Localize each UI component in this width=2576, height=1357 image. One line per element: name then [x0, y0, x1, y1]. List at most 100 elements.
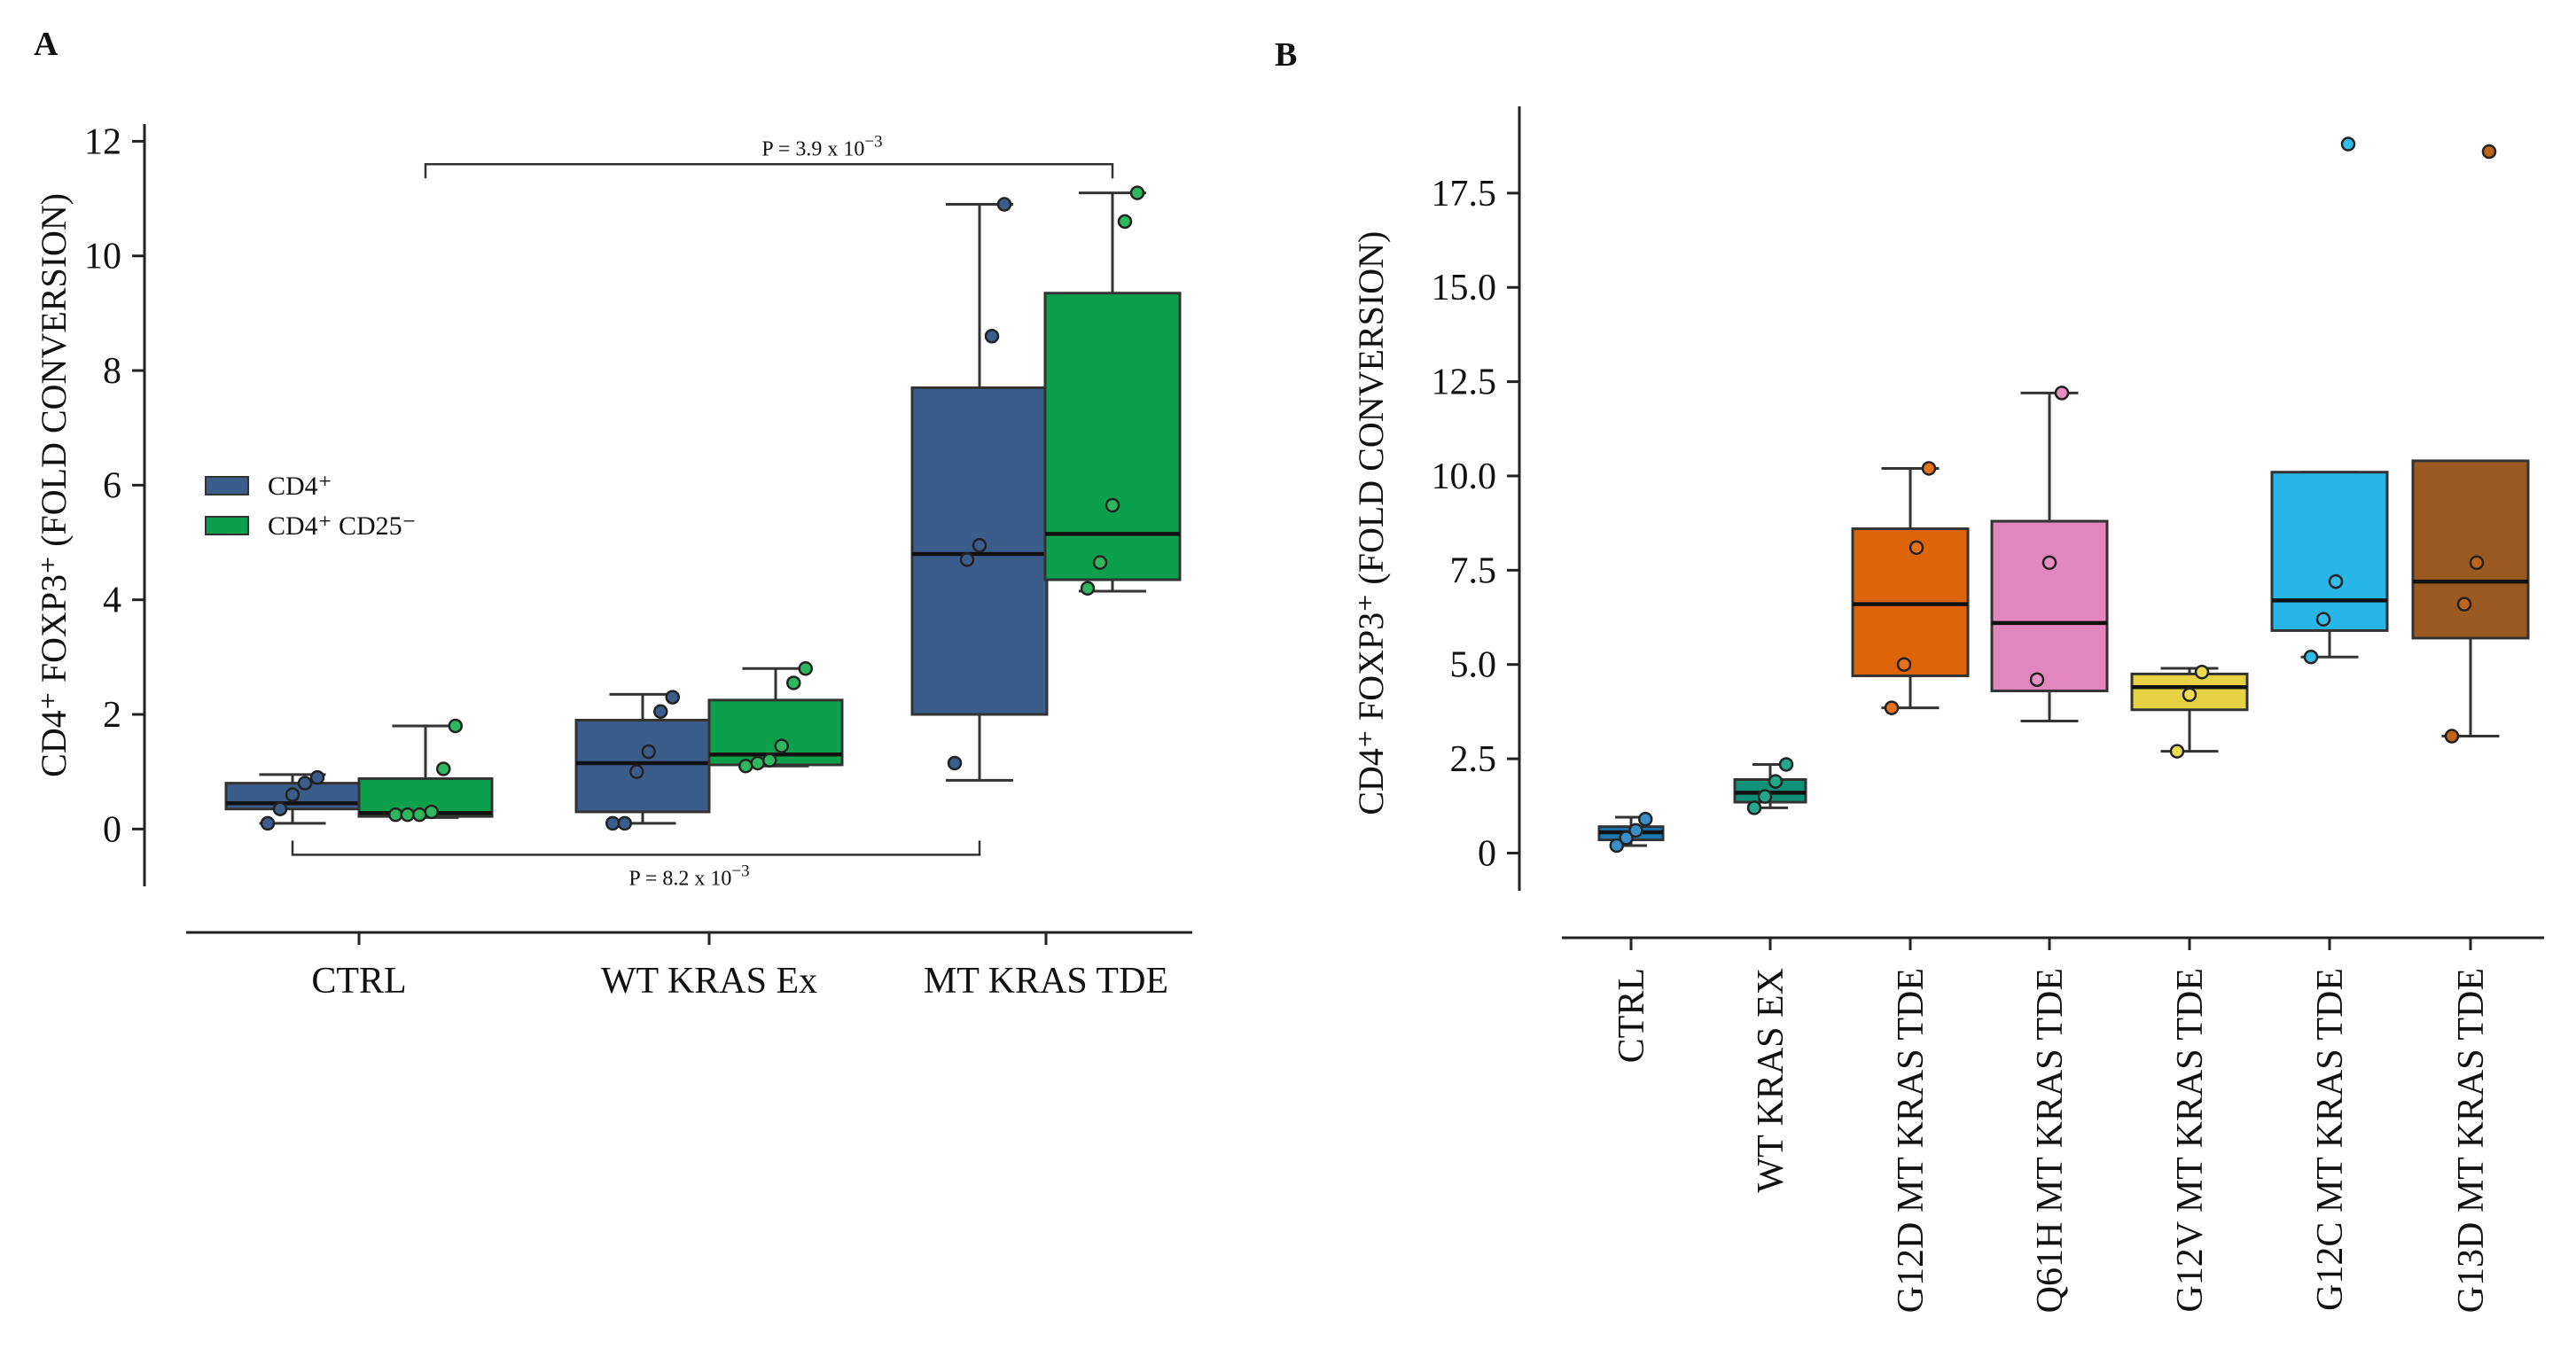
p-value-label: P = 3.9 x 10−3 — [761, 132, 882, 160]
cat1-point — [1757, 789, 1773, 804]
legend-swatch-0 — [205, 476, 249, 495]
series0-cat1-point — [653, 704, 668, 720]
y-axis-label: CD4⁺ FOXP3⁺ (FOLD CONVERSION) — [1351, 231, 1391, 815]
series0-cat1-box — [574, 718, 711, 814]
y-tick-label: 0 — [1478, 833, 1496, 874]
cat1-point — [1746, 800, 1762, 815]
cat0-point — [1637, 811, 1653, 827]
series0-cat0-point — [297, 776, 313, 791]
cat6-point — [2469, 555, 2485, 571]
series1-cat0-point — [412, 807, 427, 823]
cat0-point — [1619, 831, 1634, 846]
series0-cat2-point — [947, 755, 963, 771]
x-tick-label: WT KRAS EX — [1751, 968, 1791, 1193]
p-value-base: P = 3.9 x 10 — [761, 137, 864, 160]
cat5-point — [2303, 649, 2319, 665]
cat4-point — [2169, 744, 2185, 759]
series0-cat1-point — [605, 815, 621, 831]
y-tick-label: 7.5 — [1450, 550, 1497, 591]
series1-cat0-box — [357, 776, 494, 818]
series1-cat0-point — [436, 761, 451, 776]
cat2-point — [1896, 657, 1912, 672]
cat5-box — [2270, 471, 2389, 632]
y-tick-label: 15.0 — [1432, 268, 1497, 308]
series0-cat1-point — [617, 815, 632, 831]
legend-label-1: CD4⁺ CD25⁻ — [268, 511, 417, 541]
panel-b-label: B — [1275, 36, 1297, 74]
series1-cat2-point — [1129, 185, 1145, 200]
series1-cat1-point — [738, 758, 753, 774]
cat1-point — [1778, 757, 1794, 772]
legend-swatch-1 — [205, 516, 249, 535]
series1-cat1-point — [762, 753, 777, 768]
series1-cat2-point — [1080, 581, 1096, 597]
y-tick-label: 17.5 — [1432, 174, 1497, 214]
p-value-exponent: −3 — [731, 862, 749, 880]
series0-cat1-point — [665, 690, 680, 705]
series1-cat1-point — [774, 738, 789, 753]
series1-cat0-point — [400, 807, 415, 823]
panel-a-label: A — [34, 26, 59, 63]
y-tick-label: 10.0 — [1432, 456, 1497, 497]
y-tick-label: 0 — [103, 809, 121, 850]
p-value-label: P = 8.2 x 10−3 — [628, 862, 749, 890]
cat3-point — [2054, 386, 2070, 401]
x-tick-label: G12V MT KRAS TDE — [2170, 968, 2211, 1313]
significance-bracket — [291, 840, 981, 856]
cat4-point — [2194, 664, 2210, 680]
y-tick-label: 6 — [103, 465, 121, 506]
series0-cat1-point — [629, 764, 644, 779]
cat6-point — [2481, 144, 2497, 160]
series0-cat2-point — [984, 328, 1000, 344]
cat5-point — [2315, 612, 2331, 627]
series0-cat0-point — [285, 787, 301, 802]
significance-bracket — [424, 163, 1114, 179]
y-tick-label: 2.5 — [1450, 739, 1497, 780]
series1-cat0-point — [448, 718, 463, 734]
x-tick-label: G12D MT KRAS TDE — [1891, 968, 1932, 1313]
cat3-point — [2041, 555, 2057, 571]
cat0-point — [1628, 823, 1643, 838]
series1-cat2-point — [1117, 214, 1133, 230]
y-tick-label: 2 — [103, 695, 121, 736]
x-tick-label: WT KRAS Ex — [601, 961, 817, 1002]
cat6-box — [2411, 459, 2530, 640]
x-tick-label: CTRL — [311, 961, 406, 1002]
series1-cat1-point — [798, 661, 813, 676]
cat1-point — [1768, 774, 1784, 789]
series1-cat1-point — [786, 675, 801, 690]
cat6-point — [2456, 597, 2472, 612]
cat6-point — [2444, 729, 2460, 744]
legend-label-0: CD4⁺ — [268, 472, 332, 501]
series0-cat2-point — [996, 197, 1012, 212]
series0-cat0-point — [309, 769, 325, 785]
y-tick-label: 12.5 — [1432, 363, 1497, 403]
y-tick-label: 5.0 — [1450, 645, 1497, 686]
x-tick-label: G13D MT KRAS TDE — [2451, 968, 2492, 1313]
series1-cat2-box — [1043, 292, 1182, 581]
series0-cat1-point — [641, 744, 656, 760]
cat3-point — [2029, 672, 2045, 687]
x-tick-label: CTRL — [1612, 968, 1652, 1063]
cat3-box — [1990, 519, 2109, 692]
y-axis-label: CD4⁺ FOXP3⁺ (FOLD CONVERSION) — [34, 193, 74, 777]
series1-cat1-point — [750, 755, 765, 771]
series0-cat2-point — [972, 538, 987, 553]
cat2-point — [1884, 700, 1900, 715]
chart-b-box-plot: 0 2.5 5.0 7.5 10.0 12.5 15.0 17.5 CD4⁺ FOXP3⁺ (F… — [1351, 106, 2544, 1313]
cat2-point — [1909, 540, 1924, 556]
p-value-exponent: −3 — [864, 132, 882, 151]
series0-cat2-box — [910, 386, 1049, 716]
cat5-point — [2328, 573, 2344, 589]
x-tick-label: Q61H MT KRAS TDE — [2030, 968, 2071, 1313]
series0-cat0-point — [272, 801, 288, 816]
cat0-point — [1609, 838, 1625, 854]
y-tick-label: 4 — [103, 581, 121, 621]
series1-cat0-point — [388, 807, 403, 823]
p-value-base: P = 8.2 x 10 — [628, 867, 731, 890]
y-tick-label: 12 — [84, 121, 121, 162]
x-tick-label: MT KRAS TDE — [924, 961, 1168, 1002]
series1-cat2-point — [1092, 555, 1108, 570]
